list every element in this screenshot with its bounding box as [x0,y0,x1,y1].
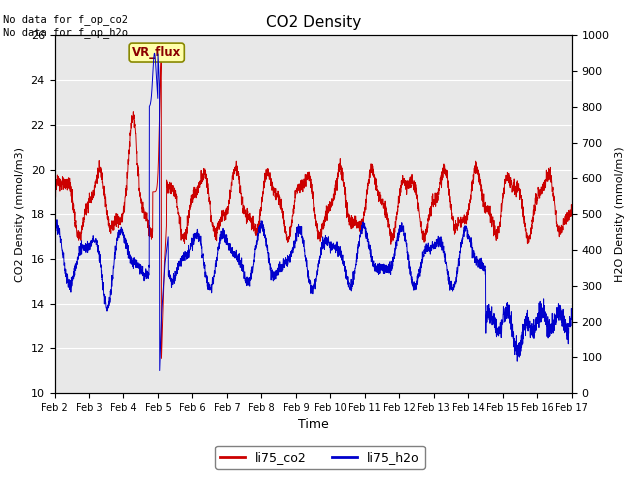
li75_co2 [157,356,165,361]
li75_h2o [250,264,257,270]
li75_co2 [558,229,566,235]
li75_h2o [140,275,148,281]
li75_co2 [51,196,58,202]
Y-axis label: CO2 Density (mmol/m3): CO2 Density (mmol/m3) [15,147,25,282]
li75_h2o [109,265,117,271]
Text: VR_flux: VR_flux [132,46,181,59]
li75_co2 [272,192,280,198]
li75_h2o [568,313,575,319]
X-axis label: Time: Time [298,419,328,432]
li75_co2 [109,218,117,224]
li75_co2 [140,216,148,221]
li75_h2o [156,368,164,373]
Line: li75_h2o: li75_h2o [54,53,572,371]
li75_h2o [502,313,510,319]
li75_co2 [568,213,575,219]
li75_co2 [157,55,165,61]
li75_h2o [272,269,280,275]
Title: CO2 Density: CO2 Density [266,15,361,30]
Text: No data for f_op_co2
No data for f_op_h2o: No data for f_op_co2 No data for f_op_h2… [3,14,128,38]
li75_co2 [250,221,257,227]
li75_co2 [502,174,510,180]
Legend: li75_co2, li75_h2o: li75_co2, li75_h2o [215,446,425,469]
li75_h2o [558,318,566,324]
Y-axis label: H2O Density (mmol/m3): H2O Density (mmol/m3) [615,146,625,282]
li75_h2o [51,229,58,235]
li75_h2o [150,50,158,56]
Line: li75_co2: li75_co2 [54,58,572,359]
